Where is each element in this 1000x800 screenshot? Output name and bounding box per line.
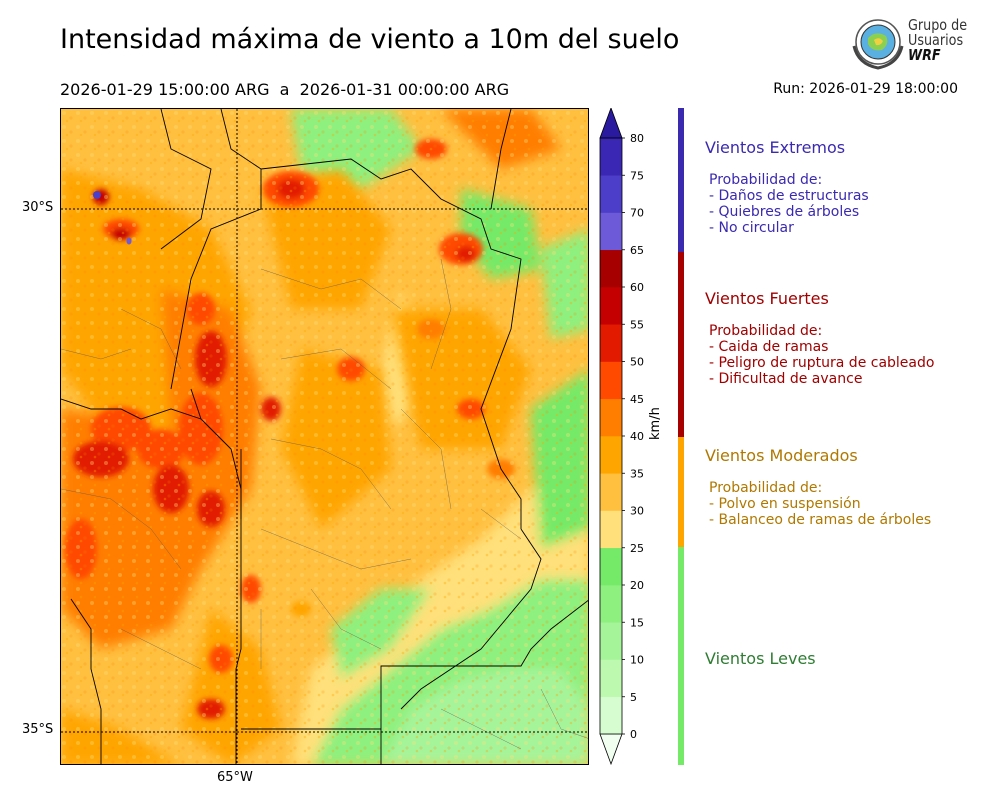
colorbar-segment bbox=[600, 696, 622, 735]
colorbar-tick-label: 75 bbox=[630, 169, 644, 182]
colorbar-segment bbox=[600, 547, 622, 586]
category-title: Vientos Fuertes bbox=[705, 289, 829, 308]
date-range: 2026-01-29 15:00:00 ARG a 2026-01-31 00:… bbox=[60, 80, 510, 99]
colorbar-unit: km/h bbox=[648, 407, 663, 440]
colorbar-tick-label: 60 bbox=[630, 281, 644, 294]
colorbar-tick-label: 50 bbox=[630, 356, 644, 369]
category-bar bbox=[678, 547, 684, 765]
colorbar-segment bbox=[600, 659, 622, 698]
colorbar-tick-label: 70 bbox=[630, 207, 644, 220]
colorbar-tick-label: 15 bbox=[630, 616, 644, 629]
colorbar-segment bbox=[600, 249, 622, 288]
category-description-line: - Caida de ramas bbox=[709, 339, 829, 355]
colorbar-tick-label: 5 bbox=[630, 691, 637, 704]
category-description-line: - Daños de estructuras bbox=[709, 188, 869, 204]
colorbar-tick-label: 45 bbox=[630, 393, 644, 406]
colorbar-extend-low bbox=[599, 733, 623, 766]
wind-field bbox=[61, 109, 588, 764]
colorbar-tick-label: 35 bbox=[630, 467, 644, 480]
lat-label-30s: 30°S bbox=[22, 200, 54, 215]
category-description: Probabilidad de: - Daños de estructuras - … bbox=[709, 172, 869, 236]
colorbar-segment bbox=[600, 361, 622, 400]
category-description-line: - No circular bbox=[709, 220, 794, 236]
colorbar-tick-label: 0 bbox=[630, 728, 637, 741]
colorbar: 0 5 10 15 20 25 30 35 40 45 50 55 60 65 70 75 80 bbox=[599, 108, 644, 766]
wind-map bbox=[60, 108, 589, 765]
grupo-wrf-logo-icon bbox=[852, 19, 904, 70]
colorbar-tick-label: 25 bbox=[630, 542, 644, 555]
colorbar-tick-label: 30 bbox=[630, 505, 644, 518]
colorbar-segment bbox=[600, 585, 622, 623]
colorbar-segment bbox=[600, 287, 622, 325]
colorbar-segment bbox=[600, 622, 622, 660]
category-description-line: - Quiebres de árboles bbox=[709, 204, 860, 220]
colorbar-tick-label: 20 bbox=[630, 579, 644, 592]
colorbar-tick-label: 40 bbox=[630, 430, 644, 443]
colorbar-tick-label: 65 bbox=[630, 244, 644, 257]
category-title: Vientos Leves bbox=[705, 649, 816, 668]
category-description: Probabilidad de: - Caida de ramas - Peligr… bbox=[709, 323, 934, 387]
logo-text: Grupo de Usuarios WRF bbox=[908, 16, 968, 64]
category-title: Vientos Extremos bbox=[705, 138, 846, 157]
category-description: Probabilidad de: - Polvo en suspensión - B… bbox=[709, 480, 931, 528]
colorbar-tick-label: 80 bbox=[630, 132, 644, 145]
category-description-line: - Peligro de ruptura de cableado bbox=[709, 355, 935, 371]
colorbar-segment bbox=[600, 212, 622, 251]
category-description-line: - Polvo en suspensión bbox=[709, 496, 861, 512]
colorbar-tick-label: 10 bbox=[630, 654, 644, 667]
page-title: Intensidad máxima de viento a 10m del su… bbox=[60, 24, 680, 55]
colorbar-segment bbox=[600, 324, 622, 362]
colorbar-segment bbox=[600, 436, 622, 474]
lon-label-65w: 65°W bbox=[217, 770, 253, 785]
category-title: Vientos Moderados bbox=[705, 446, 858, 465]
category-bar bbox=[678, 437, 684, 547]
colorbar-segment bbox=[600, 473, 622, 511]
colorbar-segment bbox=[600, 510, 622, 549]
colorbar-extend-high bbox=[599, 108, 623, 139]
colorbar-tick-label: 55 bbox=[630, 318, 644, 331]
category-description-line: - Dificultad de avance bbox=[709, 371, 863, 387]
colorbar-segment bbox=[600, 398, 622, 437]
lat-label-35s: 35°S bbox=[22, 722, 54, 737]
category-bar bbox=[678, 108, 684, 252]
category-bar bbox=[678, 252, 684, 437]
colorbar-segment bbox=[600, 175, 622, 213]
category-description-line: Probabilidad de: bbox=[709, 323, 823, 339]
category-description-line: Probabilidad de: bbox=[709, 172, 823, 188]
category-description-line: Probabilidad de: bbox=[709, 480, 823, 496]
category-description-line: - Balanceo de ramas de árboles bbox=[709, 512, 932, 528]
colorbar-segment bbox=[600, 138, 622, 176]
run-time: Run: 2026-01-29 18:00:00 bbox=[773, 81, 958, 97]
